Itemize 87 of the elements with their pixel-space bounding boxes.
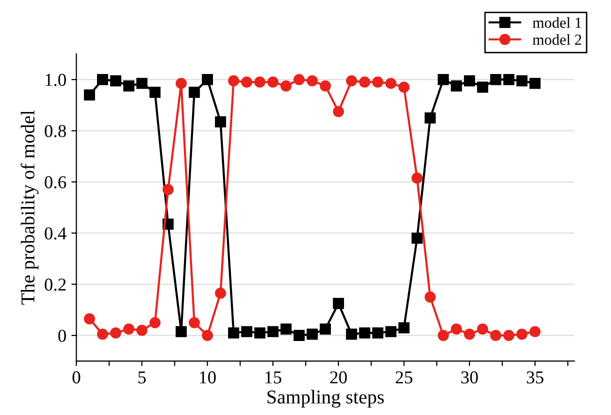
- point: [385, 78, 396, 89]
- x-axis-title: Sampling steps: [268, 390, 384, 408]
- y-tick-label: 0: [58, 330, 66, 342]
- y-tick-label: 0.2: [44, 278, 66, 291]
- point: [136, 78, 148, 89]
- point: [424, 112, 436, 124]
- legend-label: model 2: [532, 34, 582, 45]
- point: [97, 74, 108, 86]
- point: [214, 288, 226, 299]
- point: [359, 327, 370, 338]
- point: [412, 172, 423, 184]
- point: [529, 326, 541, 338]
- y-tick-label: 1.0: [46, 74, 66, 86]
- point: [267, 76, 278, 88]
- y-tick-label: 0.4: [44, 227, 66, 240]
- point: [254, 327, 266, 338]
- point: [294, 74, 305, 86]
- point: [490, 330, 502, 342]
- point: [188, 317, 200, 328]
- y-tick-label: 0.6: [44, 176, 66, 188]
- point: [123, 324, 134, 335]
- point: [372, 327, 384, 338]
- point: [280, 80, 292, 92]
- point: [438, 330, 449, 342]
- point: [254, 76, 266, 88]
- point: [149, 86, 161, 98]
- point: [306, 75, 318, 86]
- point: [359, 76, 370, 88]
- point: [228, 75, 240, 86]
- point: [97, 328, 108, 340]
- point: [464, 75, 476, 86]
- point: [372, 76, 384, 88]
- point: [267, 326, 278, 338]
- x-tick-label: 25: [396, 371, 412, 384]
- point: [84, 313, 96, 324]
- point: [162, 184, 174, 196]
- point: [464, 328, 476, 340]
- point: [477, 82, 488, 93]
- point: [346, 328, 358, 340]
- point: [477, 324, 488, 335]
- point: [294, 330, 305, 342]
- point: [149, 317, 161, 328]
- point: [516, 328, 528, 340]
- point: [176, 326, 187, 338]
- point: [398, 322, 410, 334]
- point: [228, 327, 240, 338]
- point: [202, 330, 213, 342]
- point: [320, 324, 331, 335]
- x-tick-label: 15: [266, 371, 282, 384]
- point: [346, 75, 358, 86]
- point: [529, 78, 541, 89]
- legend-label: model 1: [532, 17, 582, 28]
- x-tick-label: 35: [526, 371, 544, 384]
- point: [332, 298, 344, 310]
- point: [450, 324, 462, 335]
- point: [412, 232, 423, 244]
- point: [490, 74, 502, 86]
- x-tick-label: 30: [461, 371, 478, 384]
- point: [450, 80, 462, 92]
- point: [503, 74, 514, 86]
- point: [306, 328, 318, 340]
- point: [503, 330, 514, 342]
- point: [202, 74, 213, 86]
- point: [123, 80, 134, 92]
- point: [320, 80, 331, 92]
- point: [332, 106, 344, 118]
- y-axis-title: The probability of model: [20, 110, 39, 305]
- y-tick-label: 0.8: [44, 124, 66, 138]
- point: [110, 75, 122, 86]
- point: [280, 324, 292, 335]
- x-tick-label: 10: [200, 371, 216, 384]
- point: [241, 326, 252, 338]
- point: [424, 292, 436, 303]
- point: [398, 82, 410, 93]
- point: [214, 116, 226, 128]
- point: [241, 76, 252, 88]
- x-tick-label: 20: [330, 371, 347, 384]
- point: [176, 78, 187, 89]
- x-tick-label: 0: [72, 371, 80, 384]
- x-tick-label: 5: [138, 371, 146, 384]
- point: [188, 86, 200, 98]
- point: [110, 327, 122, 338]
- point: [516, 75, 528, 86]
- point: [136, 324, 148, 336]
- point: [438, 74, 449, 86]
- point: [385, 326, 396, 338]
- point: [84, 89, 96, 100]
